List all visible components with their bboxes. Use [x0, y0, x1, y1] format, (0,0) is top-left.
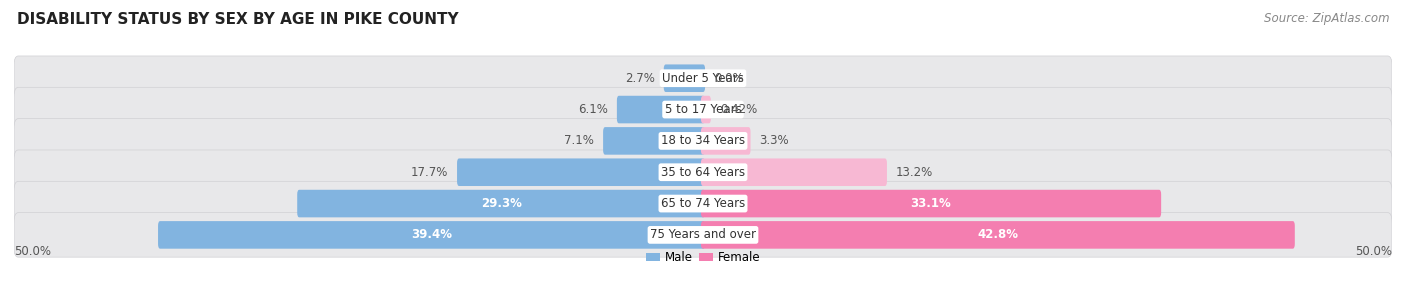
Text: 39.4%: 39.4% — [411, 228, 453, 241]
FancyBboxPatch shape — [297, 190, 704, 217]
FancyBboxPatch shape — [702, 221, 1295, 249]
FancyBboxPatch shape — [14, 87, 1392, 132]
Text: 7.1%: 7.1% — [564, 134, 595, 147]
Text: 5 to 17 Years: 5 to 17 Years — [665, 103, 741, 116]
Text: 33.1%: 33.1% — [911, 197, 952, 210]
Text: 6.1%: 6.1% — [578, 103, 607, 116]
FancyBboxPatch shape — [14, 213, 1392, 257]
Text: 0.0%: 0.0% — [714, 72, 744, 85]
Text: 29.3%: 29.3% — [481, 197, 522, 210]
Legend: Male, Female: Male, Female — [641, 246, 765, 269]
Text: 0.42%: 0.42% — [720, 103, 756, 116]
FancyBboxPatch shape — [14, 150, 1392, 195]
FancyBboxPatch shape — [14, 56, 1392, 100]
Text: Source: ZipAtlas.com: Source: ZipAtlas.com — [1264, 12, 1389, 25]
FancyBboxPatch shape — [664, 64, 704, 92]
Text: 35 to 64 Years: 35 to 64 Years — [661, 166, 745, 179]
Text: 42.8%: 42.8% — [977, 228, 1018, 241]
Text: 18 to 34 Years: 18 to 34 Years — [661, 134, 745, 147]
Text: 3.3%: 3.3% — [759, 134, 789, 147]
Text: DISABILITY STATUS BY SEX BY AGE IN PIKE COUNTY: DISABILITY STATUS BY SEX BY AGE IN PIKE … — [17, 12, 458, 27]
FancyBboxPatch shape — [702, 127, 751, 155]
Text: 75 Years and over: 75 Years and over — [650, 228, 756, 241]
FancyBboxPatch shape — [157, 221, 704, 249]
Text: 65 to 74 Years: 65 to 74 Years — [661, 197, 745, 210]
FancyBboxPatch shape — [702, 190, 1161, 217]
FancyBboxPatch shape — [457, 158, 704, 186]
Text: 17.7%: 17.7% — [411, 166, 449, 179]
FancyBboxPatch shape — [617, 96, 704, 123]
Text: 50.0%: 50.0% — [14, 245, 51, 258]
FancyBboxPatch shape — [603, 127, 704, 155]
FancyBboxPatch shape — [14, 119, 1392, 163]
Text: 2.7%: 2.7% — [624, 72, 655, 85]
Text: Under 5 Years: Under 5 Years — [662, 72, 744, 85]
Text: 50.0%: 50.0% — [1355, 245, 1392, 258]
FancyBboxPatch shape — [14, 181, 1392, 226]
Text: 13.2%: 13.2% — [896, 166, 934, 179]
FancyBboxPatch shape — [702, 158, 887, 186]
FancyBboxPatch shape — [702, 96, 711, 123]
